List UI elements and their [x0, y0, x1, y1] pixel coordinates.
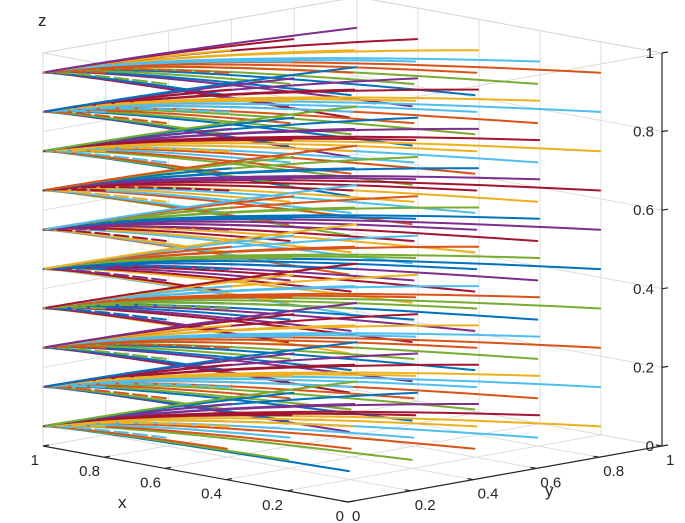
z-tick	[661, 130, 669, 133]
box-edge	[370, 0, 663, 54]
x-tick-label: 0.2	[262, 497, 283, 514]
trajectory-line	[45, 262, 358, 309]
grid-line	[356, 153, 663, 211]
x-tick	[347, 500, 355, 503]
x-tick	[103, 455, 111, 458]
y-tick-label: 0.8	[603, 463, 624, 480]
z-tick-label: 0.2	[633, 359, 654, 376]
trajectory-line	[45, 223, 358, 270]
trajectories-layer	[42, 26, 602, 473]
z-tick	[661, 444, 669, 447]
y-axis-label: y	[545, 481, 554, 500]
x-tick	[42, 444, 50, 447]
trajectory-line	[45, 302, 358, 349]
z-tick	[661, 51, 669, 54]
trajectory-line	[45, 66, 358, 113]
grid-line	[356, 389, 663, 447]
grid-line	[105, 434, 411, 492]
z-tick	[661, 208, 669, 211]
x-axis-line	[42, 445, 349, 503]
z-tick-label: 0.8	[633, 124, 654, 141]
y-axis-line	[347, 445, 663, 503]
y-tick-label: 0.6	[540, 474, 561, 491]
trajectory-line	[45, 105, 358, 152]
x-tick	[286, 489, 294, 492]
grid-line	[356, 75, 663, 133]
grid-line	[356, 232, 663, 290]
grid-line	[164, 411, 480, 469]
box-edge	[42, 0, 344, 54]
grid-line	[356, 310, 663, 368]
z-tick-label: 1	[646, 45, 654, 62]
x-tick-label: 0.4	[201, 486, 222, 503]
y-tick	[593, 455, 600, 458]
z-tick-label: 0.6	[633, 202, 654, 219]
grid-line	[294, 400, 600, 458]
x-tick-label: 1	[31, 452, 39, 469]
y-tick-label: 0.4	[478, 486, 499, 503]
grid-line	[168, 423, 474, 481]
trajectory-line	[45, 341, 358, 388]
y-tick	[655, 444, 663, 447]
y-tick	[467, 478, 474, 481]
trajectory-line	[45, 380, 358, 427]
tick-labels-layer: 00 00.20.2 0.20.40.4 0.40.60.6 0.60.80.8 0.81…	[31, 45, 675, 523]
z-tick-label: 0.4	[633, 281, 654, 298]
y-tick-label: 1	[666, 452, 674, 469]
y-tick	[404, 489, 411, 492]
x-axis-label: x	[118, 493, 127, 512]
x-tick-label: 0	[336, 508, 344, 523]
grid-line	[225, 423, 541, 481]
grid-line	[286, 434, 602, 492]
trajectory-line	[45, 144, 358, 191]
x-tick	[225, 478, 233, 481]
x-tick	[164, 466, 172, 469]
z-tick	[661, 287, 669, 290]
trajectory-line	[45, 184, 358, 231]
z-tick-label: 0	[646, 438, 654, 455]
y-tick-label: 0	[352, 508, 360, 523]
x-tick-label: 0.8	[79, 463, 100, 480]
trajectory-line	[45, 26, 358, 74]
y-tick-label: 0.2	[415, 497, 436, 514]
y-tick	[341, 500, 349, 503]
grid-line	[103, 400, 419, 458]
z-axis-label: z	[38, 11, 47, 30]
z-tick	[661, 365, 669, 368]
y-tick	[530, 466, 537, 469]
x-tick-label: 0.6	[140, 474, 161, 491]
axes-layer	[42, 51, 669, 503]
